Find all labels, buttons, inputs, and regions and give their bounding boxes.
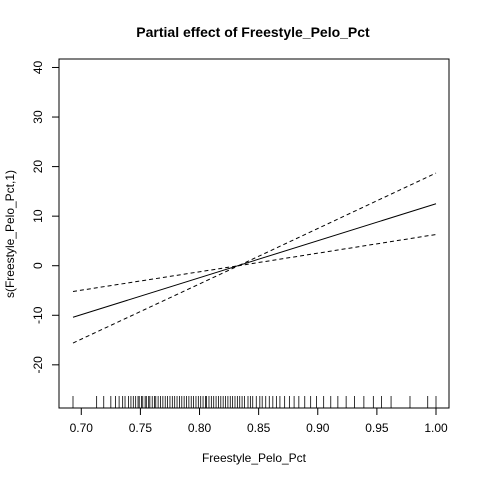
upper-band-line	[72, 172, 437, 292]
fit-line	[72, 203, 437, 318]
series-group	[72, 172, 437, 344]
x-tick-label: 0.90	[306, 421, 330, 435]
chart-title: Partial effect of Freestyle_Pelo_Pct	[136, 24, 370, 40]
x-tick-label: 0.85	[247, 421, 271, 435]
x-tick-label: 1.00	[424, 421, 448, 435]
x-tick-label: 0.95	[365, 421, 389, 435]
y-axis-label: s(Freestyle_Pelo_Pct,1)	[3, 170, 17, 298]
plot-frame	[58, 58, 450, 409]
y-axis: -20 -10 0 10 20 30 40	[31, 60, 60, 374]
x-tick-label: 0.80	[188, 421, 212, 435]
y-tick-label: 30	[31, 110, 45, 124]
x-axis: 0.70 0.75 0.80 0.85 0.90 0.95 1.00	[70, 407, 448, 435]
y-tick-label: 40	[31, 60, 45, 74]
y-tick-label: 0	[31, 262, 45, 269]
x-tick-label: 0.75	[129, 421, 153, 435]
lower-band-line	[72, 233, 437, 344]
x-axis-label: Freestyle_Pelo_Pct	[202, 451, 307, 465]
x-tick-label: 0.70	[70, 421, 94, 435]
rug-group	[72, 396, 437, 408]
y-tick-label: 10	[31, 209, 45, 223]
y-tick-label: 20	[31, 160, 45, 174]
y-tick-label: -10	[31, 306, 45, 324]
y-tick-label: -20	[31, 356, 45, 374]
